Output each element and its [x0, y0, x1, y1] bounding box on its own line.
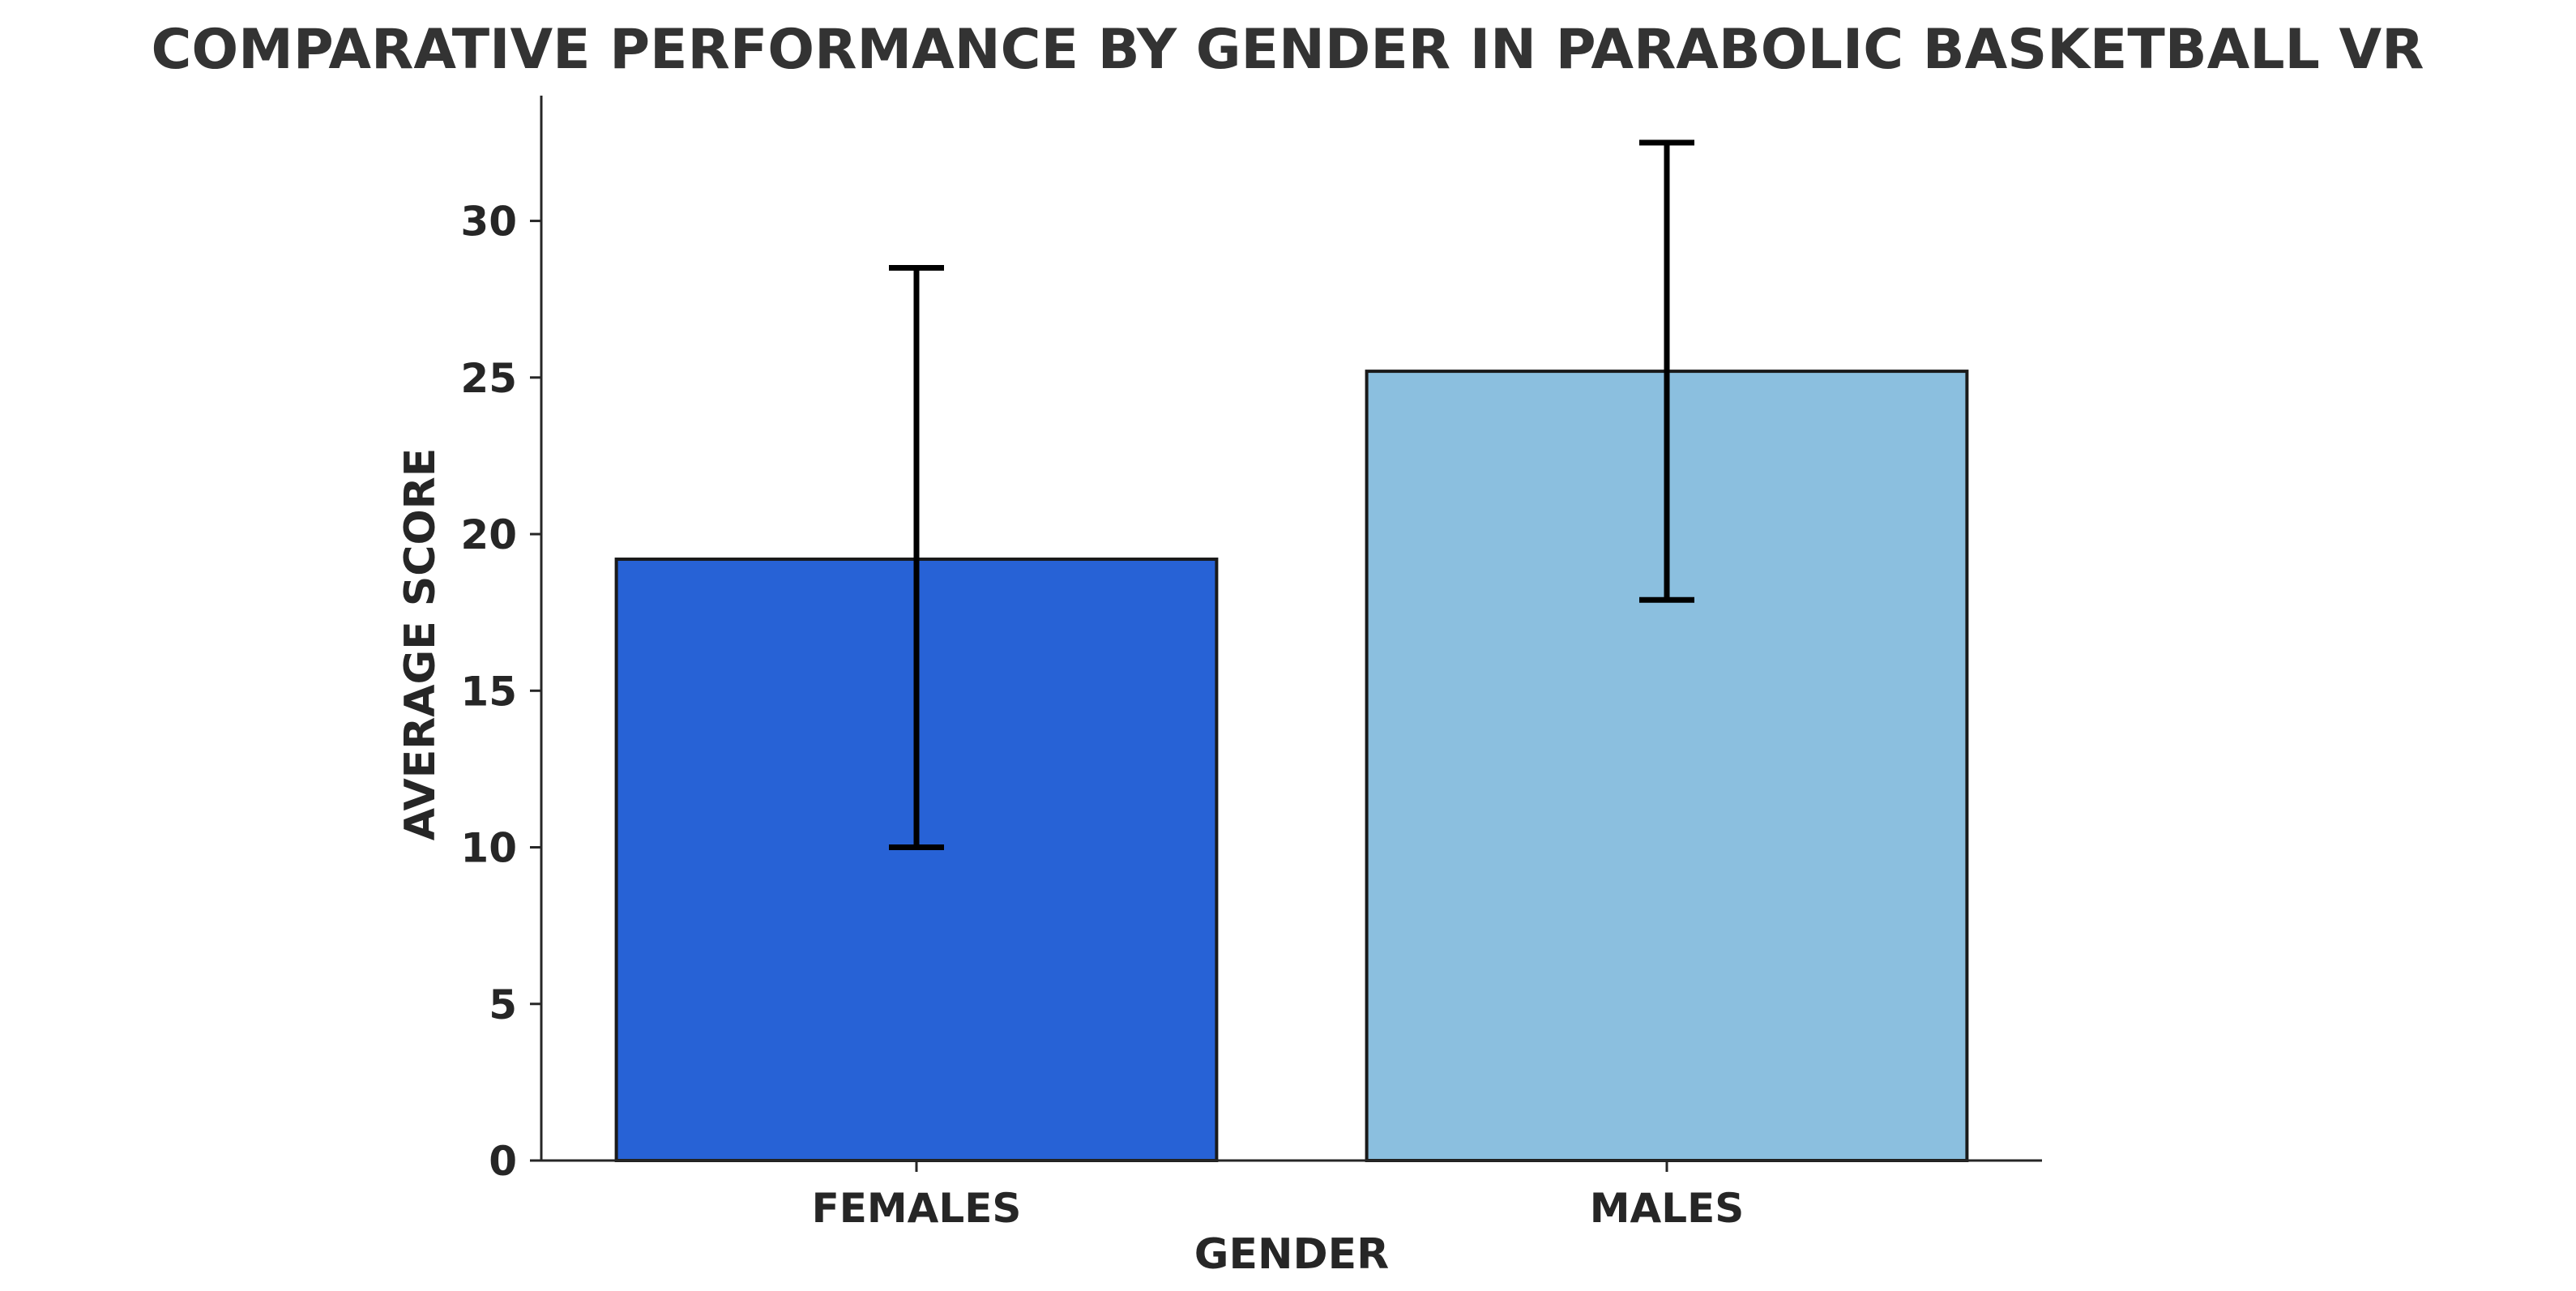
y-axis-ticks: 0 5 10 15 20 25 30	[460, 199, 541, 1185]
y-tick-label: 20	[460, 511, 517, 558]
x-axis-label: GENDER	[1194, 1230, 1389, 1279]
chart-title: COMPARATIVE PERFORMANCE BY GENDER IN PAR…	[151, 18, 2424, 82]
y-tick-label: 25	[460, 355, 517, 402]
y-tick-label: 5	[489, 981, 517, 1028]
y-tick-label: 30	[460, 199, 517, 246]
y-tick-label: 0	[489, 1138, 517, 1185]
x-axis-ticks: FEMALES MALES	[812, 1161, 1744, 1232]
bars-group	[614, 370, 1969, 1162]
x-tick-label: FEMALES	[812, 1185, 1022, 1232]
error-bars-group	[889, 139, 1694, 851]
y-tick-label: 10	[460, 825, 517, 872]
x-tick-label: MALES	[1590, 1185, 1744, 1232]
y-axis-label: AVERAGE SCORE	[396, 448, 445, 840]
y-tick-label: 15	[460, 668, 517, 715]
